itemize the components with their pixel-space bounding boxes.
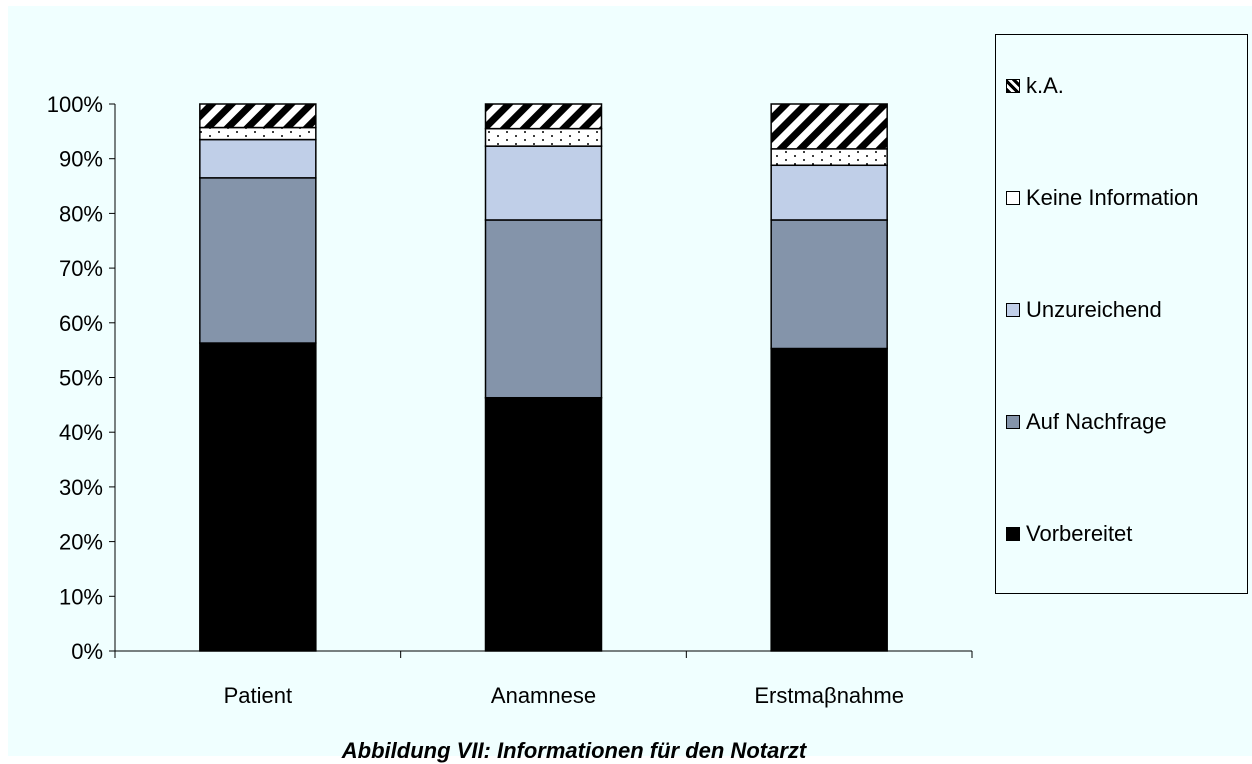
legend-item: Unzureichend [1006, 297, 1162, 323]
y-tick-label: 90% [59, 147, 103, 172]
bar-segment [484, 396, 603, 652]
y-tick-label: 60% [59, 311, 103, 336]
bar-segment [199, 138, 317, 179]
legend-label: Vorbereitet [1026, 521, 1133, 546]
bar-segment [770, 103, 888, 150]
y-tick-label: 100% [47, 92, 103, 117]
legend: k.A. Keine Information Unzureichend Auf Nac… [995, 34, 1248, 594]
y-tick-label: 50% [59, 366, 103, 391]
legend-label: k.A. [1026, 73, 1064, 98]
legend-item: Vorbereitet [1006, 521, 1132, 547]
legend-label: Unzureichend [1026, 297, 1162, 322]
x-category-label: Erstmaβnahme [754, 683, 904, 708]
chart-svg: 0% 10% 20% 30% 40% 50% 60% 70% 80% 90% 100% Patient… [47, 92, 973, 708]
bar-segment [770, 148, 888, 167]
bar-segment [199, 342, 317, 652]
bar-segment [484, 145, 603, 221]
legend-swatch [1006, 415, 1020, 429]
bar-segment [770, 347, 888, 652]
y-tick-label: 10% [59, 584, 103, 609]
bar-segment [484, 219, 603, 399]
legend-swatch [1006, 191, 1020, 205]
bar-segment [770, 219, 888, 350]
y-tick-label: 30% [59, 475, 103, 500]
legend-label: Keine Information [1026, 185, 1199, 210]
y-tick-label: 0% [71, 639, 103, 664]
y-tick-label: 70% [59, 256, 103, 281]
bar-segment [484, 103, 603, 130]
bars-layer [199, 103, 888, 652]
x-category-label: Anamnese [491, 683, 596, 708]
legend-item: Keine Information [1006, 185, 1198, 211]
y-tick-label: 40% [59, 420, 103, 445]
x-category-label: Patient [224, 683, 293, 708]
bar-segment [770, 164, 888, 221]
chart-caption: Abbildung VII: Informationen für den Not… [341, 738, 807, 763]
legend-item: k.A. [1006, 73, 1064, 99]
bar-segment [199, 126, 317, 141]
y-tick-label: 20% [59, 530, 103, 555]
legend-label: Auf Nachfrage [1026, 409, 1167, 434]
legend-item: Auf Nachfrage [1006, 409, 1167, 435]
legend-swatch [1006, 527, 1020, 541]
legend-swatch [1006, 79, 1020, 93]
legend-swatch [1006, 303, 1020, 317]
y-tick-label: 80% [59, 201, 103, 226]
bar-segment [199, 177, 317, 344]
chart-area: 0% 10% 20% 30% 40% 50% 60% 70% 80% 90% 100% Patient… [8, 6, 1252, 763]
labels-layer: 0% 10% 20% 30% 40% 50% 60% 70% 80% 90% 100% Patient… [47, 92, 904, 708]
bar-segment [484, 127, 603, 147]
bar-segment [199, 103, 317, 129]
